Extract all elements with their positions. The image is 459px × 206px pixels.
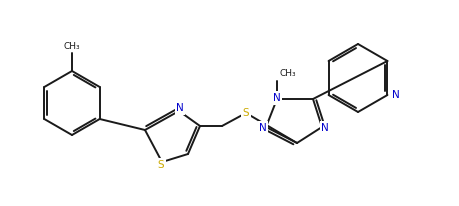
Text: S: S bbox=[157, 160, 164, 170]
Text: N: N bbox=[320, 123, 328, 133]
Text: N: N bbox=[392, 90, 399, 100]
Text: N: N bbox=[273, 93, 280, 103]
Text: N: N bbox=[176, 103, 184, 113]
Text: N: N bbox=[258, 123, 266, 133]
Text: S: S bbox=[242, 108, 249, 118]
Text: CH₃: CH₃ bbox=[280, 69, 296, 78]
Text: CH₃: CH₃ bbox=[63, 41, 80, 50]
